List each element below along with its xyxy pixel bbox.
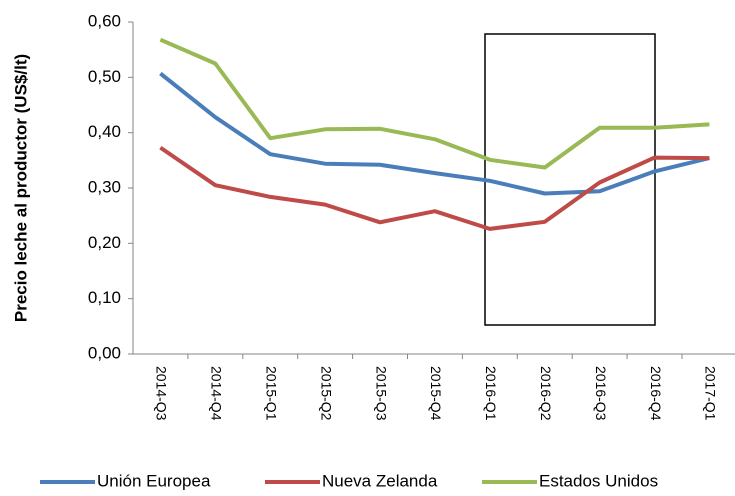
x-tick-label: 2015-Q4 (428, 366, 444, 421)
legend-label: Nueva Zelanda (322, 471, 438, 490)
y-tick-label: 0,40 (88, 122, 121, 141)
x-tick-label: 2016-Q3 (593, 366, 609, 421)
y-tick-label: 0,50 (88, 67, 121, 86)
x-tick-label: 2015-Q2 (318, 366, 334, 421)
x-tick-label: 2015-Q1 (264, 366, 280, 421)
x-tick-label: 2014-Q3 (154, 366, 170, 421)
y-tick-label: 0,30 (88, 177, 121, 196)
y-tick-label: 0,60 (88, 11, 121, 30)
y-tick-label: 0,00 (88, 343, 121, 362)
y-tick-label: 0,10 (88, 288, 121, 307)
series-line (159, 145, 710, 231)
x-tick-label: 2017-Q1 (703, 366, 719, 421)
y-axis-label: Precio leche al productor (US$/lt) (11, 54, 30, 322)
legend-label: Estados Unidos (539, 471, 658, 490)
legend-label: Unión Europea (97, 471, 211, 490)
series-line (159, 37, 710, 170)
x-tick-label: 2014-Q4 (209, 366, 225, 421)
series-line (159, 71, 710, 196)
x-tick-label: 2015-Q3 (373, 366, 389, 421)
y-tick-label: 0,20 (88, 233, 121, 252)
x-tick-label: 2016-Q2 (538, 366, 554, 421)
x-tick-label: 2016-Q1 (483, 366, 499, 421)
x-tick-label: 2016-Q4 (648, 366, 664, 421)
